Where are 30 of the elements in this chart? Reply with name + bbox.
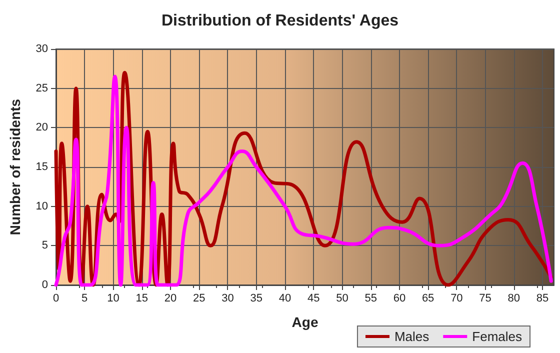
x-tick-label: 70 (450, 292, 463, 304)
x-tick-label: 45 (307, 292, 320, 304)
x-tick-label: 35 (250, 292, 262, 304)
y-tick-label: 5 (42, 240, 48, 252)
x-tick-label: 25 (192, 292, 206, 304)
x-tick-label: 55 (364, 292, 377, 304)
y-tick-label: 15 (36, 161, 48, 173)
y-axis-title: Number of residents (7, 98, 23, 236)
chart-title: Distribution of Residents' Ages (161, 12, 399, 30)
y-tick-label: 20 (36, 122, 48, 134)
x-tick-label: 40 (278, 292, 292, 304)
y-tick-label: 25 (36, 82, 48, 94)
x-tick-label: 10 (107, 292, 120, 304)
x-tick-label: 80 (508, 292, 520, 304)
x-axis-title: Age (292, 314, 318, 330)
legend-label: Males (394, 329, 430, 344)
x-tick-label: 50 (336, 292, 348, 304)
x-tick-label: 85 (536, 292, 549, 304)
x-tick-label: 20 (164, 292, 177, 304)
x-tick-label: 0 (52, 292, 60, 304)
y-tick-label: 10 (36, 200, 48, 212)
x-tick-label: 60 (393, 292, 406, 304)
x-tick-label: 5 (82, 292, 88, 304)
x-tick-label: 30 (222, 292, 234, 304)
y-tick-label: 30 (36, 43, 48, 55)
x-tick-label: 75 (479, 292, 492, 304)
legend-label: Females (472, 329, 522, 344)
x-tick-label: 15 (136, 292, 148, 304)
x-tick-label: 65 (422, 292, 434, 304)
y-tick-label: 0 (42, 279, 48, 291)
